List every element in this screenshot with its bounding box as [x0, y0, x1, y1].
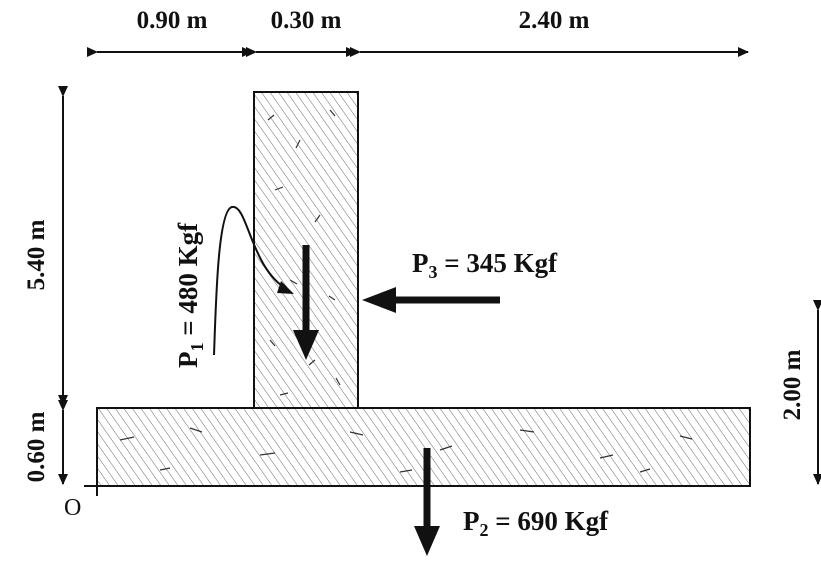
dim-label-p3-height: 2.00 m	[779, 349, 806, 420]
force-p1-leader	[213, 206, 289, 356]
dim-label-stem-height: 5.40 m	[23, 219, 50, 290]
dim-label-stem: 0.30 m	[271, 7, 342, 34]
base-dash-texture	[119, 427, 693, 473]
force-p3-label: P3 = 345 Kgf	[412, 248, 558, 282]
force-p1-leader-head	[277, 281, 294, 294]
dim-label-right: 2.40 m	[519, 7, 590, 34]
force-p3-arrowhead	[362, 287, 396, 313]
force-p2-arrowhead	[414, 526, 440, 556]
dim-label-left: 0.90 m	[137, 7, 208, 34]
origin-label: O	[64, 495, 81, 521]
stem-dash-texture	[267, 109, 341, 396]
force-p1-label: P1 = 480 Kgf	[173, 222, 207, 368]
force-p1-arrowhead	[293, 330, 319, 360]
force-p2-label: P2 = 690 Kgf	[463, 506, 609, 540]
dim-label-base-height: 0.60 m	[23, 411, 50, 482]
